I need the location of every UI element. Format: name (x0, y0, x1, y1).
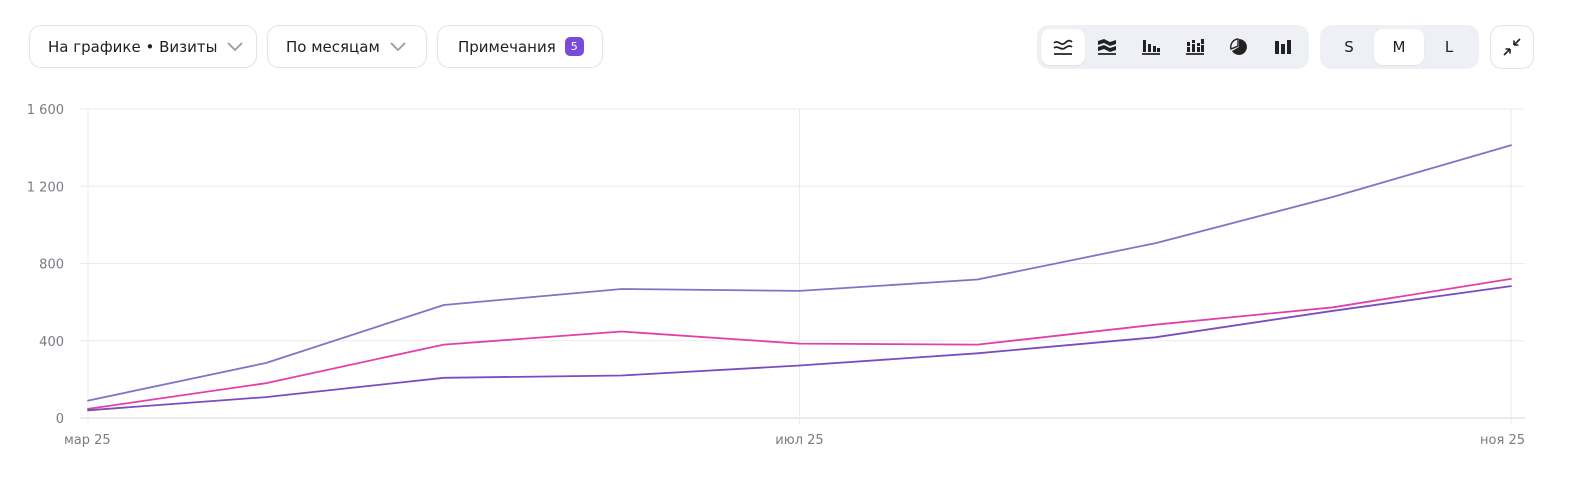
bar-chart-icon (1142, 40, 1160, 55)
chart-type-area-lines[interactable] (1041, 29, 1085, 65)
chart-type-switcher (1037, 25, 1309, 69)
chart-type-bar[interactable] (1129, 29, 1173, 65)
chart-type-stacked-area[interactable] (1085, 29, 1129, 65)
y-tick-label: 800 (39, 258, 64, 273)
y-tick-label: 1 600 (27, 103, 64, 118)
notes-button[interactable]: Примечания 5 (437, 25, 603, 68)
series-lines (87, 144, 1512, 412)
chevron-down-icon (390, 39, 406, 55)
size-m-button[interactable]: M (1374, 29, 1424, 65)
chart-type-stacked-bar[interactable] (1173, 29, 1217, 65)
column-chart-icon (1275, 40, 1291, 54)
size-l-button[interactable]: L (1444, 38, 1454, 56)
x-tick-label: ноя 25 (1480, 433, 1525, 448)
y-tick-label: 400 (39, 335, 64, 350)
y-tick-label: 1 200 (27, 180, 64, 195)
grid-lines (80, 108, 1525, 424)
period-dropdown[interactable]: По месяцам (267, 25, 427, 68)
x-tick-label: мар 25 (64, 433, 111, 448)
stacked-bar-icon (1186, 39, 1204, 55)
x-tick-label: июл 25 (775, 433, 823, 448)
chevron-down-icon (227, 39, 244, 55)
series-line-1[interactable] (87, 144, 1512, 402)
metric-dropdown-label: На графике • Визиты (48, 37, 218, 56)
collapse-button[interactable] (1490, 25, 1534, 69)
series-line-3[interactable] (87, 285, 1512, 412)
area-lines-icon (1053, 39, 1073, 55)
notes-count-badge: 5 (564, 37, 584, 56)
chart-toolbar: На графике • Визиты По месяцам Примечани… (0, 0, 1579, 95)
series-line-2[interactable] (87, 277, 1512, 410)
size-switcher: S M L (1320, 25, 1479, 69)
y-axis-tick-labels: 0 400 800 1 200 1 600 (27, 103, 64, 427)
collapse-icon (1503, 38, 1521, 56)
notes-label: Примечания (458, 37, 556, 56)
x-axis-tick-labels: мар 25 июл 25 ноя 25 (64, 433, 1525, 448)
chart-type-column[interactable] (1261, 29, 1305, 65)
stacked-area-icon (1098, 39, 1116, 55)
period-dropdown-label: По месяцам (286, 37, 380, 56)
metric-dropdown[interactable]: На графике • Визиты (29, 25, 257, 68)
size-s-button[interactable]: S (1344, 38, 1354, 56)
y-tick-label: 0 (56, 412, 64, 427)
pie-chart-icon (1230, 38, 1247, 55)
chart-type-pie[interactable] (1217, 29, 1261, 65)
